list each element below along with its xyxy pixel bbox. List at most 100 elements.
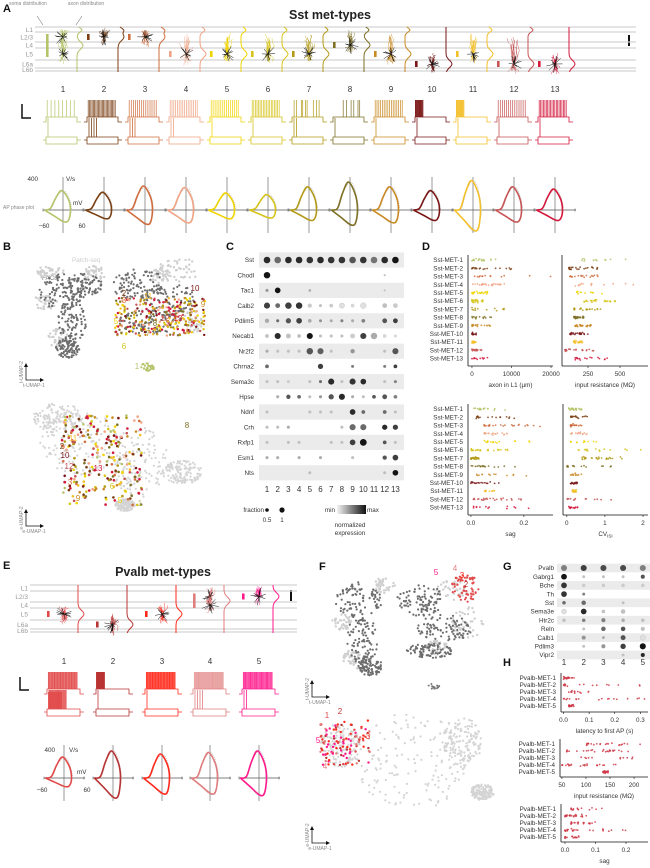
umap-point-ephys	[176, 460, 179, 463]
dendrite-branch	[179, 53, 187, 58]
umap-point-facs	[449, 617, 453, 620]
umap-point-ephys	[74, 412, 77, 415]
axon-branch	[185, 41, 190, 55]
phase-reference-loop	[85, 192, 113, 220]
umap-point-facs	[409, 600, 412, 603]
umap-point-ephys	[60, 412, 63, 416]
umap-point-ephys	[462, 772, 465, 775]
phase-reference-loop	[536, 189, 564, 222]
umap-point-facs	[466, 632, 469, 636]
umap-point-facs	[453, 621, 456, 624]
umap-point-pvalb-type	[319, 750, 322, 753]
umap-point-ephys	[45, 421, 48, 424]
umap-point-patchseq	[378, 587, 381, 591]
umap-point-facs	[441, 631, 444, 634]
dendrite-branch	[161, 609, 167, 615]
umap-point-facs	[463, 621, 466, 624]
phase-plot-loop	[239, 750, 268, 797]
umap-point-pvalb-type	[355, 762, 358, 765]
umap-point-facs	[68, 313, 71, 316]
umap-point-facs	[160, 286, 163, 289]
umap-point-ephys	[394, 803, 397, 806]
umap-point-pvalb-type	[368, 750, 371, 754]
umap-point-facs	[429, 633, 432, 636]
phase-y-unit: V/s	[69, 747, 78, 754]
umap-point-sst-type	[106, 477, 109, 480]
umap-point-facs	[351, 593, 355, 597]
umap-point-facs	[356, 590, 359, 593]
panel-label-h: H	[503, 657, 511, 669]
umap-point-ephys	[454, 736, 458, 739]
umap-point-pvalb-type	[333, 742, 336, 746]
umap-point-ephys	[165, 449, 168, 452]
umap-point-facs	[375, 643, 378, 646]
umap-point-facs	[67, 296, 70, 299]
umap-point-sst-type	[154, 310, 157, 313]
umap-point-ephys	[199, 467, 202, 470]
umap-point-ephys	[451, 772, 454, 775]
umap-point-facs	[55, 287, 58, 290]
umap-point-patchseq	[186, 311, 189, 314]
umap-point-sst-type	[119, 307, 122, 310]
umap-point-facs	[122, 281, 126, 284]
umap-point-facs	[85, 287, 88, 290]
umap-point-sst-type	[72, 425, 76, 429]
umap-point-patchseq	[347, 620, 350, 624]
umap-cluster-label: 3	[68, 478, 73, 487]
umap-point-facs	[417, 613, 420, 616]
umap-point-patchseq	[352, 661, 355, 664]
umap-point-patchseq	[381, 583, 384, 586]
umap-point-ephys	[360, 764, 363, 768]
umap-point-patchseq	[159, 267, 162, 270]
umap-point-ephys	[478, 752, 481, 755]
umap-point-facs	[127, 312, 130, 315]
dendrite-branch	[551, 62, 556, 65]
umap-point-ephys	[463, 754, 467, 758]
umap-point-ephys	[474, 737, 478, 740]
umap-point-ephys	[193, 466, 196, 469]
umap-point-facs	[122, 286, 126, 289]
umap-point-ephys	[132, 450, 135, 453]
dendrite-branch	[209, 594, 214, 597]
umap-point-sst-type	[129, 497, 132, 500]
umap-point-sst-type	[128, 330, 131, 333]
umap-point-sst-type	[71, 428, 75, 432]
sst-type-number: 9	[389, 85, 394, 94]
umap-point-ephys	[61, 405, 64, 408]
umap-point-facs	[126, 292, 130, 295]
umap-point-ephys	[125, 467, 128, 470]
umap-point-sst-type	[144, 302, 148, 305]
umap-point-facs	[54, 299, 57, 302]
axon-distribution-curve	[126, 585, 134, 634]
umap-point-sst-type	[104, 503, 107, 506]
umap-point-sst-type	[110, 456, 113, 460]
umap-point-ephys	[407, 758, 410, 761]
umap-point-facs	[75, 303, 78, 307]
umap-cluster-label: 1	[135, 362, 140, 371]
umap-point-sst-type	[93, 416, 97, 419]
umap-point-ephys	[167, 465, 170, 468]
umap-point-ephys	[119, 451, 122, 455]
umap-point-facs	[375, 660, 378, 664]
umap-point-patchseq	[55, 270, 58, 274]
umap-point-ephys	[105, 452, 109, 455]
umap-point-ephys	[172, 461, 175, 464]
umap-point-ephys	[165, 466, 168, 469]
umap-point-ephys	[55, 447, 58, 450]
umap-point-ephys	[133, 482, 136, 485]
umap-point-sst-type	[125, 414, 128, 417]
umap-point-facs	[57, 273, 60, 276]
axon-branch	[431, 55, 435, 65]
umap-point-sst-type	[192, 309, 196, 313]
umap-point-facs	[70, 332, 73, 335]
umap-point-facs	[345, 588, 348, 591]
fraction-legend-label: fraction	[243, 507, 264, 514]
umap-axes	[25, 365, 42, 381]
umap-axes	[25, 511, 42, 527]
umap-point-facs	[134, 294, 137, 297]
umap-point-patchseq	[188, 258, 191, 261]
umap-point-patchseq	[451, 616, 455, 620]
umap-point-facs	[85, 281, 89, 284]
umap-point-facs	[429, 595, 432, 598]
umap-point-facs	[80, 320, 83, 323]
